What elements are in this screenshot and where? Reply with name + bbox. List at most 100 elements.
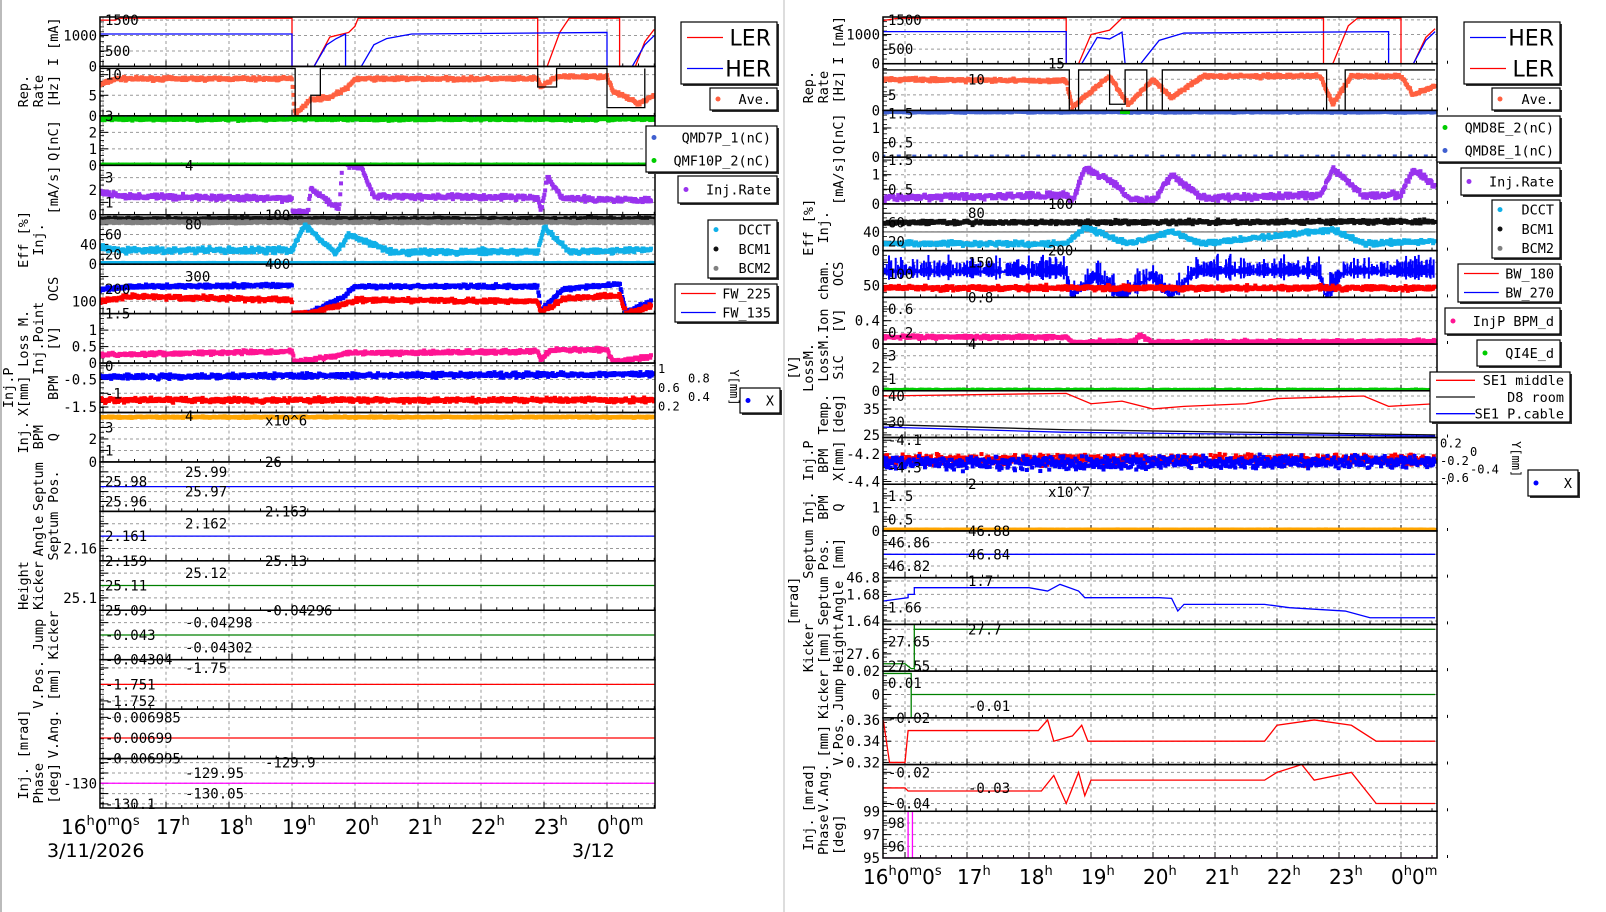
series-inj-rate-point (339, 181, 344, 186)
strip-data (100, 17, 655, 67)
series-inj-rate-point (418, 192, 423, 197)
series-her-line (100, 31, 655, 67)
series-inj-rate-point (291, 212, 296, 215)
y-tick-label: 1 (89, 142, 97, 158)
series-inj-rate-point (481, 193, 486, 198)
series-ave--point (345, 86, 350, 91)
series-ave--point (542, 83, 547, 88)
series-inj-rate-point (371, 192, 376, 197)
series-ave--point (625, 94, 630, 99)
y-tick-label: 1 (105, 195, 113, 211)
series-inj-rate-point (339, 170, 344, 175)
series-ave--point (150, 75, 155, 80)
strip-data (100, 165, 653, 215)
series-inj-rate-point (583, 199, 588, 204)
series-inj-rate-point (464, 192, 469, 197)
series-inj-rate-point (106, 190, 111, 195)
series-inj-rate-point (104, 189, 109, 194)
strip-data (100, 215, 655, 265)
series-inj-rate-point (337, 202, 342, 207)
series-inj-rate-point (103, 191, 108, 196)
series-inj-rate-point (503, 192, 508, 197)
series-ave--point (339, 90, 344, 95)
y-tick-label: 0 (89, 208, 97, 224)
series-inj-rate-point (174, 197, 179, 202)
series-ave--point (289, 77, 294, 82)
series-inj-rate-point (646, 195, 651, 200)
series-inj-rate-point (238, 195, 243, 200)
series-inj-rate-point (590, 196, 595, 201)
series-ave--point (467, 78, 472, 83)
series-inj-rate-point (338, 192, 343, 197)
series-inj-rate-point (293, 208, 298, 213)
series-ave--point (317, 95, 322, 100)
y-tick-label: 0 (89, 59, 97, 75)
series-inj-rate-point (376, 196, 381, 201)
y-axis-label-line: I [mA] (46, 17, 62, 66)
strip-3: 0 123 Q[nC] (46, 109, 656, 174)
series-inj-rate-point (265, 194, 270, 199)
series-s2-line (100, 67, 646, 116)
series-inj-rate-point (543, 188, 548, 193)
series-inj-rate-point (453, 195, 458, 200)
series-inj-rate-point (537, 200, 542, 205)
series-inj-rate-point (244, 193, 249, 198)
y-axis-label-line: Rep. (16, 75, 32, 108)
series-inj-rate-point (537, 204, 542, 209)
strip-frame (99, 115, 656, 167)
series-bcm1-point (651, 216, 655, 221)
series-inj-rate-point (600, 196, 605, 201)
series-ave--point (291, 92, 296, 97)
series-inj-rate-point (514, 197, 519, 202)
series-inj-rate-point (369, 187, 374, 192)
y-tick-label: 3 (105, 109, 113, 125)
y-tick-label: 1500 (105, 13, 139, 29)
series-ave--point (445, 78, 450, 83)
series-ave--point (637, 102, 642, 107)
y-axis-label-line: Rate (31, 75, 47, 108)
y-tick-label: 3 (105, 171, 113, 187)
y-tick-label: 1000 (63, 29, 97, 45)
series-inj-rate-point (327, 199, 332, 204)
series-inj-rate-point (181, 191, 186, 196)
series-inj-rate-point (229, 197, 234, 202)
series-inj-rate-point (499, 197, 504, 202)
y-axis-label: I [mA] (46, 17, 62, 66)
y-axis-label-line: Q[nC] (46, 120, 62, 161)
series-inj-rate-point (308, 193, 313, 198)
series-inj-rate-point (367, 184, 372, 189)
series-inj-rate-point (450, 192, 455, 197)
series-inj-rate-point (222, 196, 227, 201)
series-inj-rate-point (254, 194, 259, 199)
series-ave--point (598, 73, 603, 78)
series-inj-rate-point (123, 196, 128, 201)
series-inj-rate-point (365, 180, 370, 185)
series-inj-rate-point (252, 193, 257, 198)
series-inj-rate-point (544, 180, 549, 185)
series-inj-rate-point (136, 196, 141, 201)
series-inj-rate-point (335, 204, 340, 209)
series-qmf10p-2-nc--point (151, 118, 156, 123)
series-inj-rate-point (219, 193, 224, 198)
series-inj-rate-point (370, 190, 375, 195)
series-inj-rate-point (317, 191, 322, 196)
y-tick-label: 2 (89, 125, 97, 141)
series-ave--point (303, 104, 308, 109)
series-inj-rate-point (521, 197, 526, 202)
y-tick-label: 0 (89, 109, 97, 125)
series-inj-rate-point (323, 196, 328, 201)
y-axis-label: [mA/s] (46, 166, 62, 215)
series-ave--point (608, 83, 613, 88)
series-inj-rate-point (556, 189, 561, 194)
series-inj-rate-point (363, 173, 368, 178)
series-ave--point (404, 75, 409, 80)
series-inj-rate-point (500, 192, 505, 197)
y-tick-label: 2 (89, 183, 97, 199)
series-inj-rate-point (570, 194, 575, 199)
series-inj-rate-point (419, 197, 424, 202)
series-ave--point (605, 77, 610, 82)
